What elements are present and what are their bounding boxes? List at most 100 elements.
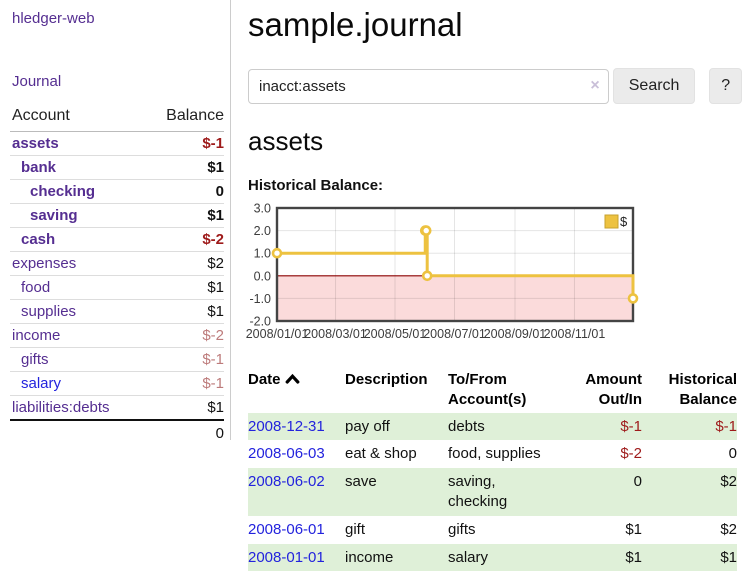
main-content: sample.journal × Search ? assets Histori… — [232, 0, 742, 572]
search-row: × Search ? — [248, 68, 742, 104]
page-title: sample.journal — [248, 6, 463, 43]
description-column-header: Description — [345, 371, 428, 388]
sidebar: hledger-web Journal Account Balance asse… — [0, 0, 231, 446]
svg-text:0.0: 0.0 — [254, 269, 271, 283]
account-balance-value: $1 — [145, 395, 224, 420]
date-column-header[interactable]: Date — [248, 367, 345, 413]
transaction-date-link[interactable]: 2008-06-02 — [248, 473, 325, 491]
search-input[interactable] — [248, 68, 609, 104]
transaction-accounts: saving, checking — [448, 473, 508, 510]
svg-text:2.0: 2.0 — [254, 224, 271, 238]
transaction-date-link[interactable]: 2008-06-03 — [248, 445, 325, 463]
transaction-amount: $1 — [625, 520, 642, 538]
sidebar-account-link[interactable]: expenses — [12, 255, 77, 272]
sidebar-account-link[interactable]: saving — [30, 207, 78, 224]
sidebar-account-link[interactable]: supplies — [21, 303, 77, 320]
sidebar-account-link[interactable]: gifts — [21, 351, 49, 368]
chart-legend: $ — [604, 214, 628, 229]
transaction-date-link[interactable]: 2008-06-01 — [248, 520, 325, 538]
historical-balance-chart: 3.0 2.0 1.0 0.0 -1.0 -2.02008/01/012008/03/01… — [246, 202, 639, 341]
app-title-link[interactable]: hledger-web — [12, 10, 95, 27]
sidebar-account-row: income $-2 — [10, 323, 224, 348]
transaction-balance: $2 — [720, 473, 737, 491]
svg-text:2008/07/01: 2008/07/01 — [423, 327, 486, 341]
transaction-accounts: salary — [448, 548, 489, 566]
sidebar-account-link[interactable]: cash — [21, 231, 56, 248]
sidebar-account-link[interactable]: food — [21, 279, 51, 296]
sidebar-account-link[interactable]: bank — [21, 159, 57, 176]
register-row: 2008-12-31 pay off debts $-1 $-1 — [248, 412, 737, 441]
sidebar-account-row: bank $1 — [10, 155, 224, 180]
sidebar-account-row: cash $-2 — [10, 227, 224, 252]
transaction-balance: $-1 — [715, 417, 737, 435]
svg-text:3.0: 3.0 — [254, 202, 271, 216]
register-body: 2008-12-31 pay off debts $-1 $-1 2008-06-03 ea… — [248, 412, 737, 572]
account-balance-value: $1 — [145, 203, 224, 228]
sidebar-account-row: supplies $1 — [10, 299, 224, 324]
clear-search-icon[interactable]: × — [590, 76, 600, 94]
transaction-description: save — [345, 473, 377, 491]
register-row: 2008-01-01 income salary $1 $1 — [248, 543, 737, 572]
sidebar-account-row: saving $1 — [10, 203, 224, 228]
accounts-column-header: To/From Account(s) — [448, 371, 527, 408]
help-button[interactable]: ? — [709, 68, 742, 104]
sidebar-account-row: liabilities:debts $1 — [10, 395, 224, 420]
svg-text:-2.0: -2.0 — [249, 315, 271, 329]
register-row: 2008-06-03 eat & shop food, supplies $-2 0 — [248, 440, 737, 468]
account-balance-value: $-1 — [202, 135, 224, 152]
account-balance-value: $1 — [145, 155, 224, 180]
sidebar-accounts-table: Account Balance assets $-1 bank $1 checking 0… — [10, 105, 224, 446]
sidebar-account-link[interactable]: income — [12, 327, 61, 344]
sidebar-account-row: food $1 — [10, 275, 224, 300]
transaction-amount: $1 — [625, 548, 642, 566]
svg-text:2008/05/01: 2008/05/01 — [364, 327, 427, 341]
transaction-description: pay off — [345, 417, 390, 435]
transaction-date-link[interactable]: 2008-12-31 — [248, 417, 325, 435]
transaction-accounts: debts — [448, 417, 485, 435]
svg-text:$: $ — [620, 214, 628, 229]
account-balance-value: $2 — [145, 251, 224, 276]
sidebar-item-journal[interactable]: Journal — [12, 73, 62, 90]
transaction-balance: $1 — [720, 548, 737, 566]
transaction-accounts: gifts — [448, 520, 476, 538]
search-button[interactable]: Search — [612, 68, 696, 104]
svg-text:2008/11/01: 2008/11/01 — [544, 327, 606, 341]
accounts-total-value: 0 — [145, 419, 224, 446]
sidebar-account-row: assets $-1 — [10, 132, 224, 156]
svg-text:-1.0: -1.0 — [249, 292, 271, 306]
svg-text:1.0: 1.0 — [254, 247, 271, 261]
register-row: 2008-06-01 gift gifts $1 $2 — [248, 516, 737, 544]
register-table: Date Description To/From Account(s) Amou… — [248, 367, 737, 572]
accounts-column-header: Account — [10, 105, 146, 132]
search-box: × — [248, 68, 609, 104]
sort-ascending-chevron-up-icon — [285, 370, 300, 390]
sidebar-account-row: salary $-1 — [10, 371, 224, 396]
sidebar-account-link[interactable]: checking — [30, 183, 96, 200]
transaction-description: eat & shop — [345, 445, 417, 463]
sidebar-accounts-body: assets $-1 bank $1 checking 0 saving $1 cash $-2 e… — [10, 132, 224, 420]
transaction-date-link[interactable]: 2008-01-01 — [248, 548, 325, 566]
amount-column-header: Amount Out/In — [585, 371, 642, 408]
account-balance-value: $1 — [145, 275, 224, 300]
transaction-balance: $2 — [720, 520, 737, 538]
accounts-total-row: 0 — [10, 419, 224, 446]
account-balance-value: $-2 — [145, 323, 224, 348]
sidebar-account-row: expenses $2 — [10, 251, 224, 276]
sidebar-account-link[interactable]: assets — [12, 135, 59, 152]
account-heading: assets — [248, 126, 324, 156]
sidebar-account-row: gifts $-1 — [10, 347, 224, 372]
svg-text:2008/03/01: 2008/03/01 — [304, 327, 367, 341]
transaction-amount: 0 — [633, 473, 642, 491]
svg-text:2008/09/01: 2008/09/01 — [484, 327, 547, 341]
balance-column-header: Historical Balance — [668, 371, 737, 408]
transaction-description: income — [345, 548, 394, 566]
account-balance-value: 0 — [145, 179, 224, 204]
balance-column-header: Balance — [145, 105, 224, 132]
sidebar-account-link[interactable]: salary — [21, 375, 62, 392]
transaction-balance: 0 — [728, 445, 737, 463]
transaction-amount: $-1 — [620, 417, 642, 435]
sidebar-account-link[interactable]: liabilities:debts — [12, 399, 110, 416]
chart-title: Historical Balance: — [248, 177, 384, 194]
register-header-row: Date Description To/From Account(s) Amou… — [248, 367, 737, 413]
sidebar-account-row: checking 0 — [10, 179, 224, 204]
